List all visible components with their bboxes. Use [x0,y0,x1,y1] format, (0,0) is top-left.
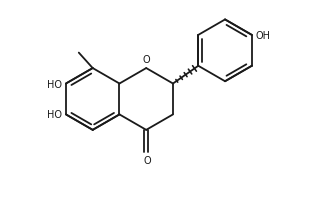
Text: HO: HO [47,79,62,89]
Text: HO: HO [47,110,62,120]
Text: O: O [144,155,152,165]
Text: O: O [142,55,150,65]
Text: OH: OH [256,31,270,41]
